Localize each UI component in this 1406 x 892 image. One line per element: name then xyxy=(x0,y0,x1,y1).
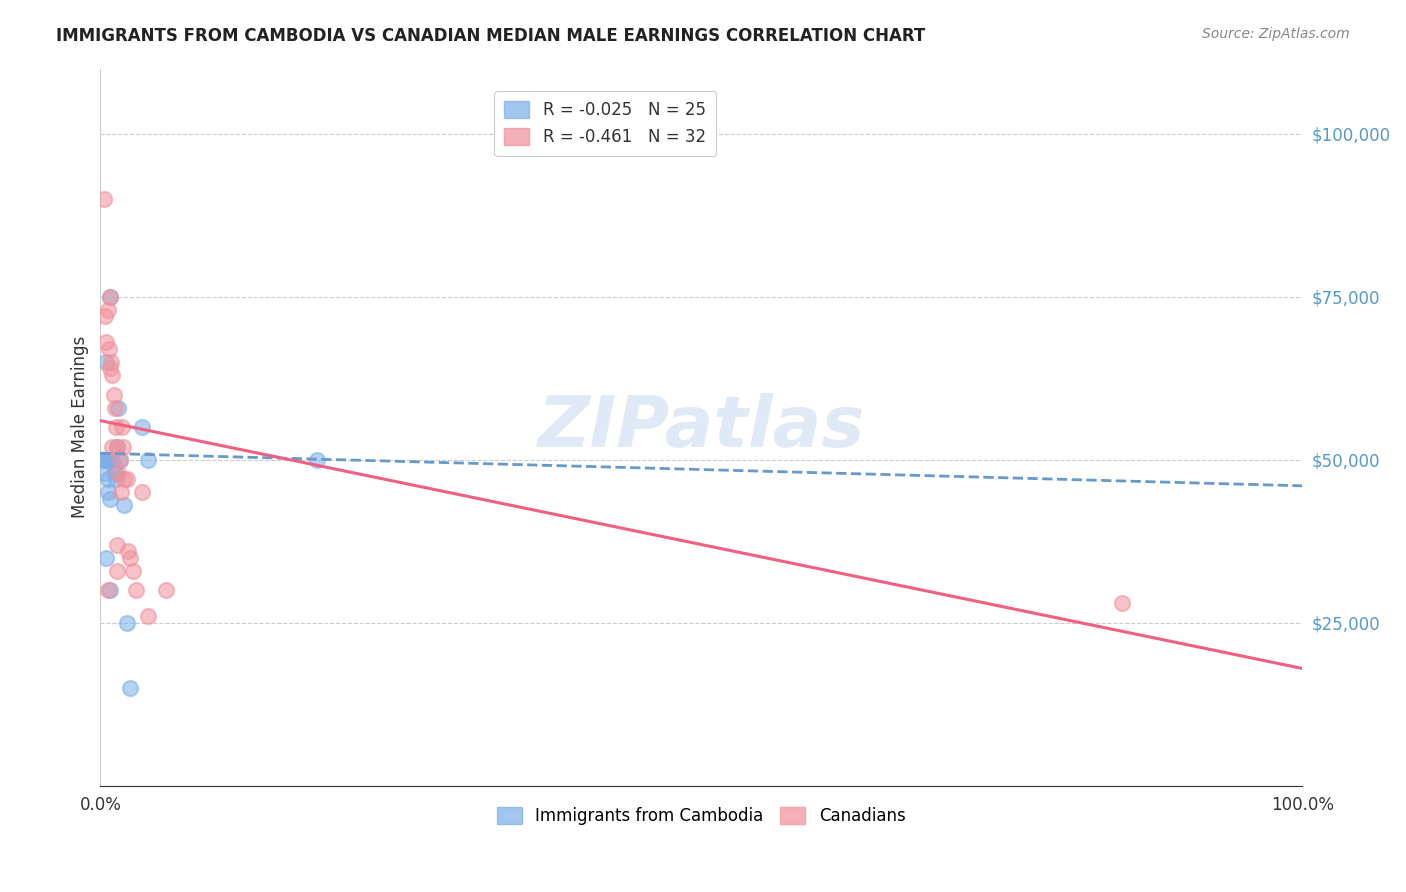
Text: IMMIGRANTS FROM CAMBODIA VS CANADIAN MEDIAN MALE EARNINGS CORRELATION CHART: IMMIGRANTS FROM CAMBODIA VS CANADIAN MED… xyxy=(56,27,925,45)
Point xyxy=(110,485,132,500)
Point xyxy=(103,459,125,474)
Point xyxy=(112,472,135,486)
Point xyxy=(138,452,160,467)
Point xyxy=(111,420,134,434)
Point xyxy=(120,550,142,565)
Text: ZIPatlas: ZIPatlas xyxy=(537,392,865,462)
Point xyxy=(104,472,127,486)
Point xyxy=(98,290,121,304)
Point xyxy=(97,452,120,467)
Point xyxy=(125,583,148,598)
Point xyxy=(155,583,177,598)
Y-axis label: Median Male Earnings: Median Male Earnings xyxy=(72,336,89,518)
Point xyxy=(112,440,135,454)
Point xyxy=(96,452,118,467)
Point xyxy=(104,466,127,480)
Point xyxy=(105,440,128,454)
Point xyxy=(112,499,135,513)
Text: Source: ZipAtlas.com: Source: ZipAtlas.com xyxy=(1202,27,1350,41)
Point xyxy=(93,466,115,480)
Point xyxy=(105,440,128,454)
Point xyxy=(98,583,121,598)
Point xyxy=(97,485,120,500)
Point xyxy=(138,609,160,624)
Point xyxy=(100,355,122,369)
Point xyxy=(115,472,138,486)
Point xyxy=(97,342,120,356)
Point xyxy=(117,544,139,558)
Point xyxy=(1111,596,1133,610)
Point xyxy=(101,452,124,467)
Point xyxy=(103,387,125,401)
Point xyxy=(101,440,124,454)
Point xyxy=(98,361,121,376)
Point xyxy=(305,452,328,467)
Point xyxy=(96,355,118,369)
Point xyxy=(101,368,124,382)
Point xyxy=(93,192,115,206)
Point xyxy=(107,466,129,480)
Point xyxy=(107,401,129,415)
Point xyxy=(104,420,127,434)
Point xyxy=(105,537,128,551)
Point xyxy=(97,472,120,486)
Point xyxy=(96,550,118,565)
Point xyxy=(104,401,127,415)
Point xyxy=(131,485,153,500)
Point xyxy=(121,564,143,578)
Point xyxy=(108,452,131,467)
Point xyxy=(98,491,121,506)
Point xyxy=(98,290,121,304)
Point xyxy=(105,564,128,578)
Point xyxy=(94,452,117,467)
Point xyxy=(97,583,120,598)
Point xyxy=(115,615,138,630)
Point xyxy=(131,420,153,434)
Legend: Immigrants from Cambodia, Canadians: Immigrants from Cambodia, Canadians xyxy=(486,797,915,835)
Point xyxy=(96,335,118,350)
Point xyxy=(94,310,117,324)
Point xyxy=(93,452,115,467)
Point xyxy=(97,302,120,317)
Point xyxy=(120,681,142,695)
Point xyxy=(108,452,131,467)
